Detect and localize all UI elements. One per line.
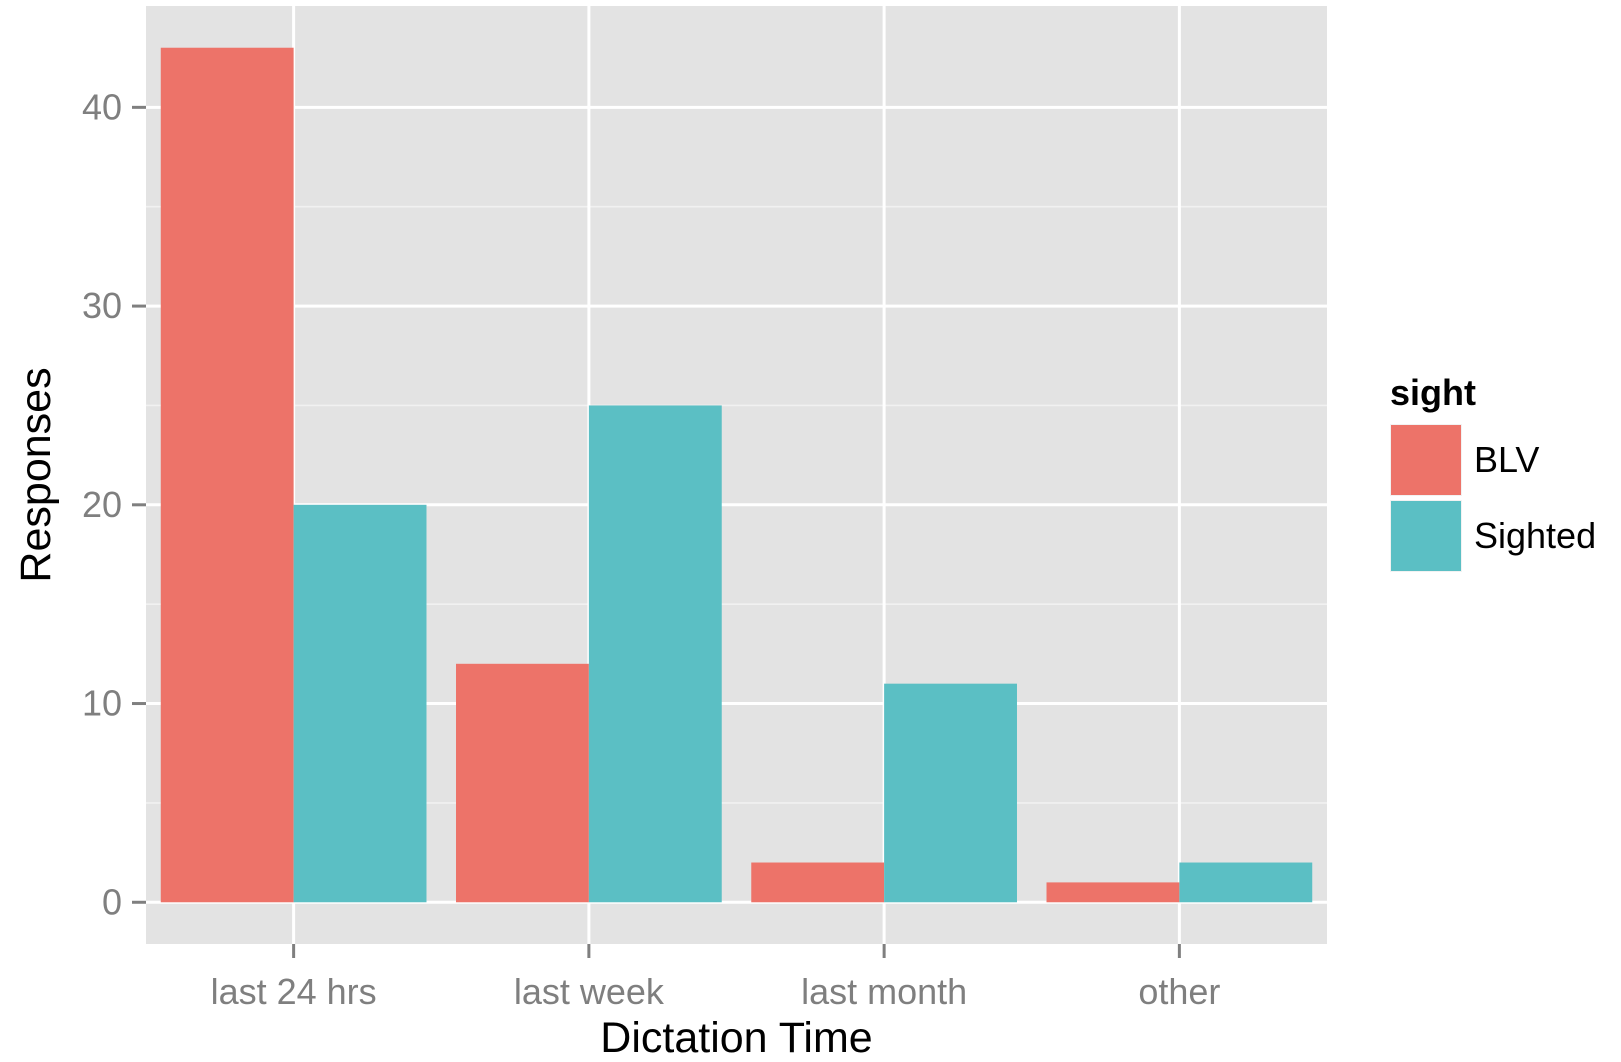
legend-label: Sighted — [1474, 515, 1596, 556]
y-tick-label: 10 — [82, 683, 122, 724]
y-tick-label: 0 — [102, 881, 122, 922]
x-axis: last 24 hrs last week last month other — [211, 944, 1220, 1012]
legend-key-sighted — [1391, 501, 1461, 571]
legend-title: sight — [1390, 372, 1476, 413]
legend: sight BLV Sighted — [1390, 372, 1596, 572]
x-tick-label: last 24 hrs — [211, 971, 377, 1012]
bar-blv-2 — [751, 862, 885, 903]
y-tick-label: 30 — [82, 285, 122, 326]
x-axis-title: Dictation Time — [600, 1014, 872, 1057]
bar-blv-0 — [160, 47, 294, 903]
y-axis-title: Responses — [12, 367, 60, 582]
bar-blv-3 — [1046, 882, 1180, 903]
x-tick-label: last week — [514, 971, 665, 1012]
legend-label: BLV — [1474, 439, 1539, 480]
x-tick-label: other — [1138, 971, 1220, 1012]
y-tick-label: 40 — [82, 86, 122, 127]
y-axis: 0 10 20 30 40 — [82, 86, 146, 922]
bar-sighted-2 — [884, 683, 1017, 903]
x-tick-label: last month — [801, 971, 967, 1012]
bars-group — [160, 47, 1313, 903]
bar-blv-1 — [456, 663, 589, 903]
legend-key-blv — [1391, 425, 1461, 495]
bar-sighted-3 — [1179, 862, 1313, 903]
y-tick-label: 20 — [82, 484, 122, 525]
bar-sighted-1 — [588, 405, 722, 903]
bar-sighted-0 — [293, 504, 427, 903]
